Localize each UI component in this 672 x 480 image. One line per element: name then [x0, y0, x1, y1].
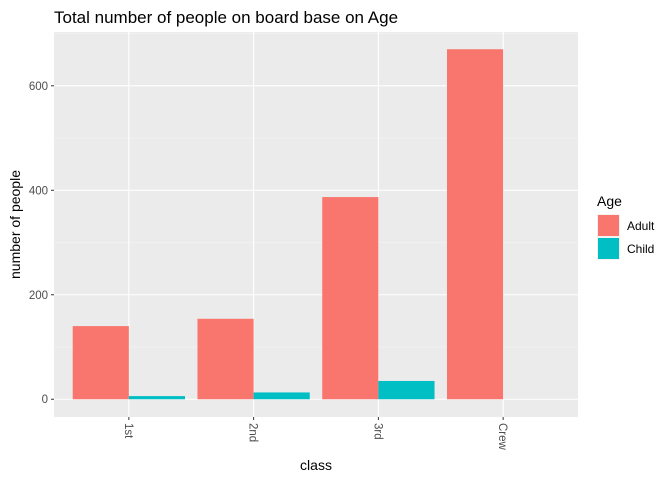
y-tick-label: 400 — [29, 185, 48, 197]
bar-adult-1st — [72, 326, 129, 400]
y-tick-label: 200 — [29, 290, 48, 302]
legend-label-child: Child — [627, 242, 654, 256]
bars — [72, 49, 504, 400]
bar-child-2nd — [253, 392, 310, 400]
bar-child-3rd — [378, 380, 435, 400]
x-tick-label: 3rd — [371, 423, 383, 440]
y-tick-label: 0 — [42, 394, 48, 406]
x-tick-label: Crew — [496, 423, 508, 451]
x-axis-title: class — [300, 457, 332, 473]
x-tick-label: 2nd — [247, 423, 259, 442]
legend-swatch-child — [598, 238, 619, 259]
bar-adult-crew — [447, 49, 504, 400]
legend-swatch-adult — [598, 215, 619, 236]
legend-label-adult: Adult — [627, 219, 655, 233]
y-axis: 0 200 400 600 — [29, 81, 54, 406]
y-tick-label: 600 — [29, 81, 48, 93]
chart-title: Total number of people on board base on … — [54, 8, 398, 27]
y-axis-title: number of people — [7, 170, 23, 279]
bar-adult-2nd — [197, 318, 254, 400]
bar-adult-3rd — [322, 197, 379, 400]
x-tick-label: 1st — [122, 423, 134, 439]
bar-child-1st — [128, 396, 185, 400]
x-axis: 1st 2nd 3rd Crew — [122, 417, 508, 451]
legend: Age Adult Child — [597, 193, 655, 260]
legend-title: Age — [597, 193, 622, 209]
